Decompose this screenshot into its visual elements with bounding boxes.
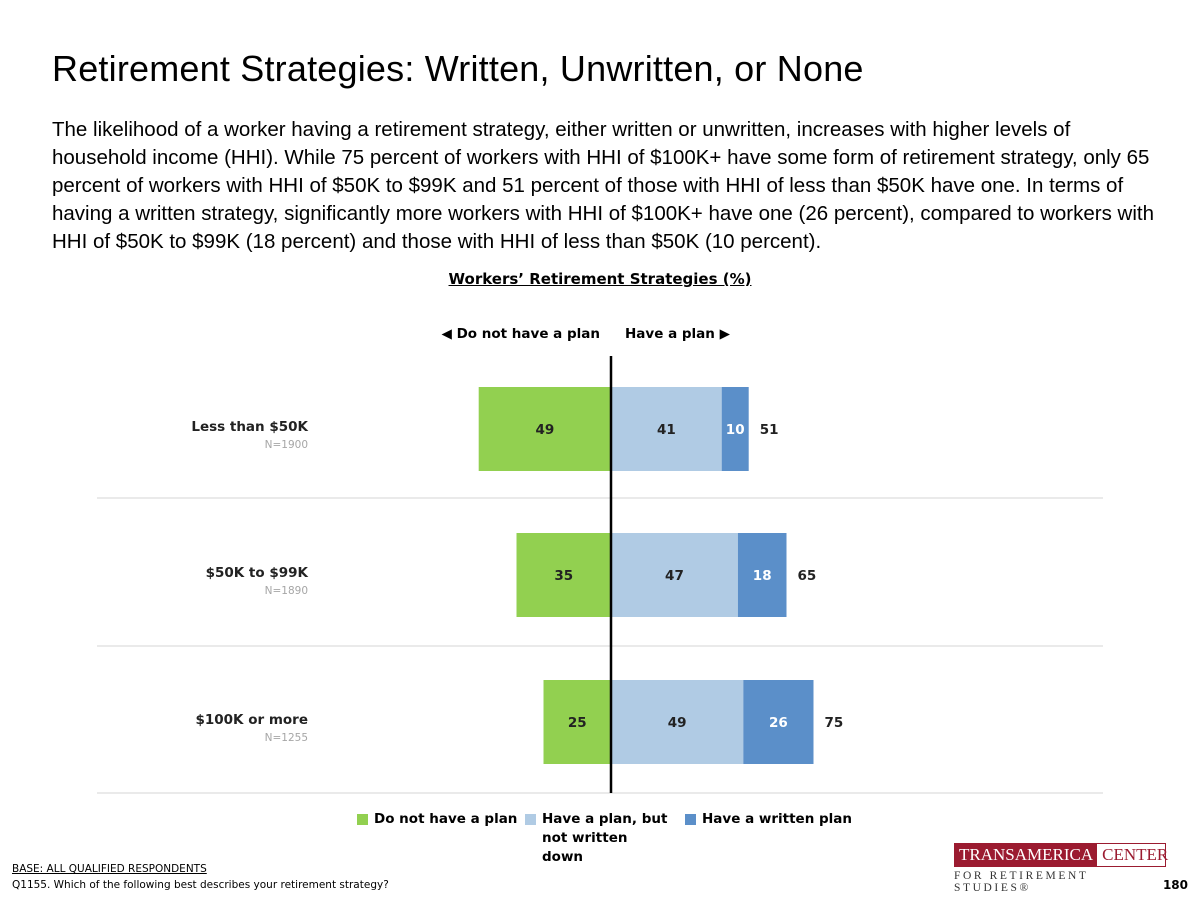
bar-have-a-plan-but-not-written-down-less-than-50k (611, 387, 722, 471)
logo-wordmark: TRANSAMERICA CENTER (954, 843, 1168, 867)
bar-do-not-have-a-plan-50k-to-99k (516, 533, 611, 617)
legend-item-unwritten-plan: Have a plan, but not written down (525, 810, 672, 867)
category-label-100k-or-more: $100K or more (195, 712, 308, 728)
bar-do-not-have-a-plan-100k-or-more (543, 680, 611, 764)
chart-title-text: Workers’ Retirement Strategies (%) (448, 270, 752, 288)
category-label-less-than-50k: Less than $50K (191, 419, 308, 435)
sample-size-less-than-50k: N=1900 (265, 439, 308, 451)
data-label-do-not-have-a-plan-100k-or-more: 25 (568, 715, 587, 731)
logo-subtitle: FOR RETIREMENT STUDIES® (954, 870, 1089, 894)
footnote-question: Q1155. Which of the following best descr… (12, 879, 389, 891)
page-description: The likelihood of a worker having a reti… (52, 118, 1154, 253)
bar-have-a-written-plan-50k-to-99k (737, 533, 787, 617)
direction-label-left: ◀ Do not have a plan (441, 326, 601, 342)
data-label-have-a-plan-but-not-written-down-100k-or-more: 49 (668, 715, 687, 731)
sample-size-50k-to-99k: N=1890 (265, 585, 308, 597)
legend-label-written-plan: Have a written plan (702, 811, 853, 827)
data-label-do-not-have-a-plan-less-than-50k: 49 (535, 422, 554, 438)
bar-have-a-plan-but-not-written-down-50k-to-99k (611, 533, 738, 617)
legend-swatch-no-plan (357, 814, 368, 825)
data-label-have-a-written-plan-50k-to-99k: 18 (753, 568, 772, 584)
total-label-less-than-50k: 51 (760, 422, 779, 438)
legend-item-no-plan: Do not have a plan (357, 810, 517, 829)
page-title: Retirement Strategies: Written, Unwritte… (52, 48, 864, 89)
logo-part-1: TRANSAMERICA (955, 844, 1098, 866)
legend-label-unwritten-plan: Have a plan, but not written down (542, 811, 668, 865)
total-label-100k-or-more: 75 (825, 715, 844, 731)
logo-part-2: CENTER (1102, 845, 1169, 864)
direction-label-right: Have a plan ▶ (625, 326, 730, 342)
data-label-have-a-written-plan-less-than-50k: 10 (726, 422, 745, 438)
legend-label-no-plan: Do not have a plan (374, 811, 518, 827)
data-label-have-a-written-plan-100k-or-more: 26 (769, 715, 788, 731)
page-number: 180 (1162, 878, 1188, 892)
total-label-50k-to-99k: 65 (798, 568, 817, 584)
bar-do-not-have-a-plan-less-than-50k (478, 387, 611, 471)
chart-title: Workers’ Retirement Strategies (%) (0, 270, 1200, 288)
data-label-have-a-plan-but-not-written-down-less-than-50k: 41 (657, 422, 676, 438)
legend-item-written-plan: Have a written plan (685, 810, 852, 829)
transamerica-logo: TRANSAMERICA CENTER FOR RETIREMENT STUDI… (954, 843, 1168, 894)
bar-have-a-written-plan-less-than-50k (721, 387, 749, 471)
data-label-have-a-plan-but-not-written-down-50k-to-99k: 47 (665, 568, 684, 584)
bar-have-a-written-plan-100k-or-more (743, 680, 814, 764)
legend-swatch-written-plan (685, 814, 696, 825)
footnote-base: BASE: ALL QUALIFIED RESPONDENTS (12, 863, 207, 875)
category-label-50k-to-99k: $50K to $99K (206, 565, 309, 581)
sample-size-100k-or-more: N=1255 (265, 732, 308, 744)
legend-swatch-unwritten-plan (525, 814, 536, 825)
data-label-do-not-have-a-plan-50k-to-99k: 35 (554, 568, 573, 584)
bar-have-a-plan-but-not-written-down-100k-or-more (611, 680, 744, 764)
